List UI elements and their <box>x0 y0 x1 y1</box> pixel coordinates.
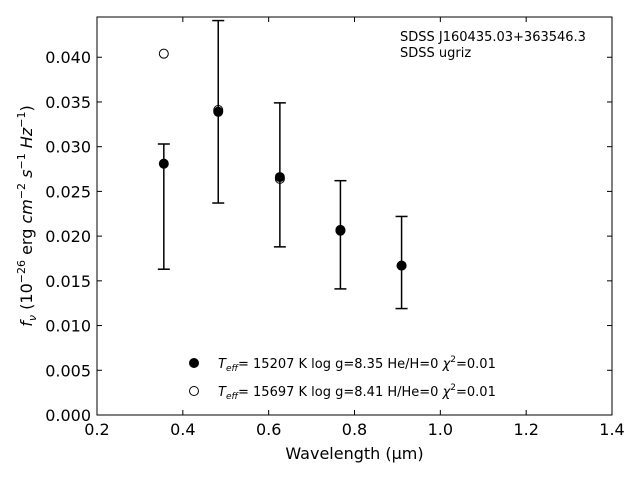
open-point-3 <box>335 224 346 235</box>
y-tick-label-4: 0.020 <box>45 227 91 246</box>
x-tick-label-2: 0.6 <box>256 420 281 439</box>
open-point-1 <box>213 105 224 116</box>
y-tick-label-6: 0.030 <box>45 138 91 157</box>
annotation-object-name: SDSS J160435.03+363546.3 <box>400 30 586 45</box>
x-tick-label-5: 1.2 <box>513 420 538 439</box>
y-tick-label-8: 0.040 <box>45 48 91 67</box>
data-markers <box>158 48 407 271</box>
y-tick-label-5: 0.025 <box>45 182 91 201</box>
x-tick-label-1: 0.4 <box>170 420 195 439</box>
filled-point-0 <box>158 158 169 169</box>
x-tick-label-3: 0.8 <box>342 420 367 439</box>
x-tick-label-4: 1.0 <box>428 420 453 439</box>
open-point-0 <box>158 48 169 59</box>
error-bars <box>157 19 408 310</box>
legend: Teff= 15207 K log g=8.35 He/H=0 χ2=0.01 … <box>189 355 496 402</box>
open-point-4 <box>396 260 407 271</box>
y-tick-label-0: 0.000 <box>45 406 91 425</box>
y-tick-label-2: 0.010 <box>45 317 91 336</box>
x-tick-label-6: 1.4 <box>599 420 624 439</box>
legend-marker-filled <box>189 358 199 368</box>
open-point-2 <box>274 173 285 184</box>
x-tick-label-0: 0.2 <box>84 420 109 439</box>
y-axis-label: fν (10−26 erg cm−2 s−1 Hz−1) <box>15 105 39 326</box>
y-tick-label-7: 0.035 <box>45 93 91 112</box>
annotation-filter-set: SDSS ugriz <box>400 46 471 61</box>
x-axis-ticks: 0.2 0.4 0.6 0.8 1.0 1.2 1.4 <box>84 17 625 439</box>
y-axis-ticks: 0.000 0.005 0.010 0.015 0.020 0.025 0.030 0.035… <box>45 48 612 425</box>
legend-entry-1: Teff= 15207 K log g=8.35 He/H=0 χ2=0.01 <box>218 355 496 374</box>
x-axis-label: Wavelength (μm) <box>285 444 423 463</box>
y-tick-label-1: 0.005 <box>45 361 91 380</box>
plot-frame <box>96 16 613 416</box>
legend-marker-open <box>189 386 199 396</box>
y-tick-label-3: 0.015 <box>45 272 91 291</box>
legend-entry-2: Teff= 15697 K log g=8.41 H/He=0 χ2=0.01 <box>218 383 496 402</box>
